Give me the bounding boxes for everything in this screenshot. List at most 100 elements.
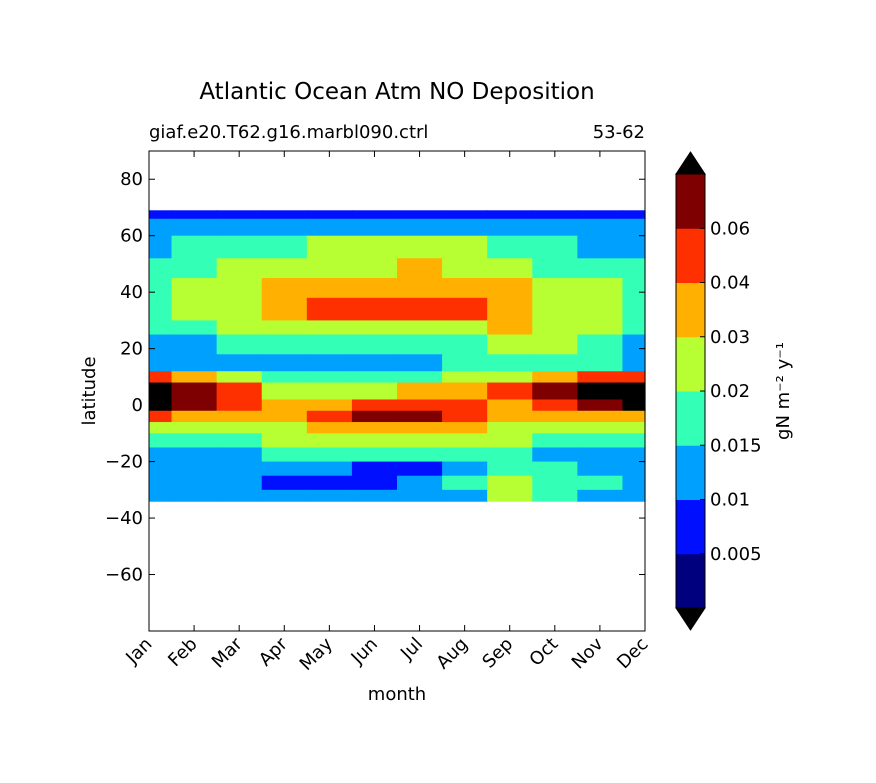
colorbar-segment: [676, 174, 705, 229]
contour-cell-12-0: [149, 410, 173, 423]
contour-cell-3-5: [351, 258, 398, 279]
contour-cell-13-0: [149, 422, 173, 434]
contour-cell-7-9: [532, 334, 578, 355]
contour-cell-15-2: [216, 447, 263, 463]
contour-cell-13-2: [216, 422, 263, 434]
contour-cell-8-7: [442, 354, 488, 372]
contour-cell-7-7: [442, 334, 488, 355]
colorbar-segment: [676, 391, 705, 446]
contour-cell-5-0: [149, 297, 173, 322]
contour-cell-17-11: [622, 475, 646, 491]
contour-cell-17-6: [397, 475, 443, 491]
contour-cell-1-0: [149, 218, 173, 237]
contour-cell-9-9: [532, 371, 578, 384]
contour-cell-13-1: [171, 422, 218, 434]
contour-cell-13-10: [577, 422, 624, 434]
contour-cell-16-3: [261, 461, 308, 477]
contour-cell-13-7: [442, 422, 488, 434]
contour-cell-8-11: [622, 354, 646, 372]
contour-cell-12-11: [622, 410, 646, 423]
contour-cell-2-3: [261, 235, 308, 259]
contour-cell-12-8: [487, 410, 533, 423]
colorbar-segment: [676, 553, 705, 609]
contour-cell-2-2: [216, 235, 263, 259]
contour-cell-18-0: [149, 489, 173, 502]
y-tick-label: 40: [120, 282, 143, 303]
x-axis-label: month: [368, 684, 426, 705]
contour-cell-9-6: [397, 371, 443, 384]
chart-subtitle-right: 53-62: [593, 122, 645, 143]
contour-cell-6-6: [397, 320, 443, 336]
contour-cell-14-10: [577, 433, 624, 449]
colorbar-tick-label: 0.03: [710, 327, 750, 348]
contour-cell-15-6: [397, 447, 443, 463]
contour-cell-13-11: [622, 422, 646, 434]
colorbar-segment: [676, 499, 705, 555]
contour-cell-15-0: [149, 447, 173, 463]
contour-cell-0-3: [261, 210, 308, 220]
contour-cell-10-8: [487, 382, 533, 401]
colorbar-tick-label: 0.015: [710, 435, 762, 456]
contour-cell-18-3: [261, 489, 308, 502]
contour-cell-15-8: [487, 447, 533, 463]
contour-cell-17-1: [171, 475, 218, 491]
contour-cell-18-7: [442, 489, 488, 502]
contour-cell-15-7: [442, 447, 488, 463]
contour-cell-16-5: [351, 461, 398, 477]
contour-cell-2-4: [306, 235, 353, 259]
contour-cell-12-10: [577, 410, 624, 423]
contour-cell-11-4: [306, 399, 353, 412]
contour-cell-11-0: [149, 399, 173, 412]
contour-cell-0-1: [171, 210, 218, 220]
contour-cell-17-8: [487, 475, 533, 491]
contour-cell-3-10: [577, 258, 624, 279]
y-tick-label: −40: [105, 508, 143, 529]
contour-cell-6-11: [622, 320, 646, 336]
contour-cell-12-2: [216, 410, 263, 423]
contour-cell-14-8: [487, 433, 533, 449]
contour-cell-12-6: [397, 410, 443, 423]
contour-cell-11-6: [397, 399, 443, 412]
chart-title: Atlantic Ocean Atm NO Deposition: [199, 79, 594, 105]
contour-cell-7-8: [487, 334, 533, 355]
contour-cell-14-11: [622, 433, 646, 449]
contour-cell-7-3: [261, 334, 308, 355]
contour-cell-7-0: [149, 334, 173, 355]
contour-cell-2-0: [149, 235, 173, 259]
contour-cell-9-1: [171, 371, 218, 384]
contour-cell-3-11: [622, 258, 646, 279]
colorbar-tick-label: 0.04: [710, 273, 750, 294]
contour-cell-1-3: [261, 218, 308, 237]
contour-cell-8-5: [351, 354, 398, 372]
contour-cell-12-1: [171, 410, 218, 423]
contour-cell-18-5: [351, 489, 398, 502]
contour-cell-10-11: [622, 382, 646, 401]
contour-cell-4-6: [397, 278, 443, 299]
contour-cell-16-8: [487, 461, 533, 477]
contour-cell-9-3: [261, 371, 308, 384]
contour-cell-16-1: [171, 461, 218, 477]
contour-cell-4-5: [351, 278, 398, 299]
contour-cell-18-9: [532, 489, 578, 502]
colorbar-tick-label: 0.06: [710, 218, 750, 239]
contour-cell-5-4: [306, 297, 353, 322]
contour-cell-10-6: [397, 382, 443, 401]
y-tick-label: −60: [105, 565, 143, 586]
contour-cell-10-10: [577, 382, 624, 401]
contour-cell-5-1: [171, 297, 218, 322]
contour-cell-13-5: [351, 422, 398, 434]
contour-cell-5-11: [622, 297, 646, 322]
contour-cell-9-7: [442, 371, 488, 384]
contour-cell-6-3: [261, 320, 308, 336]
contour-cell-12-9: [532, 410, 578, 423]
contour-cell-11-10: [577, 399, 624, 412]
contour-cell-7-5: [351, 334, 398, 355]
contour-cell-15-4: [306, 447, 353, 463]
contour-cell-1-10: [577, 218, 624, 237]
contour-cell-1-4: [306, 218, 353, 237]
contour-cell-7-6: [397, 334, 443, 355]
contour-cell-17-4: [306, 475, 353, 491]
chart-subtitle-left: giaf.e20.T62.g16.marbl090.ctrl: [149, 122, 428, 143]
contour-cell-2-7: [442, 235, 488, 259]
contour-cell-10-1: [171, 382, 218, 401]
